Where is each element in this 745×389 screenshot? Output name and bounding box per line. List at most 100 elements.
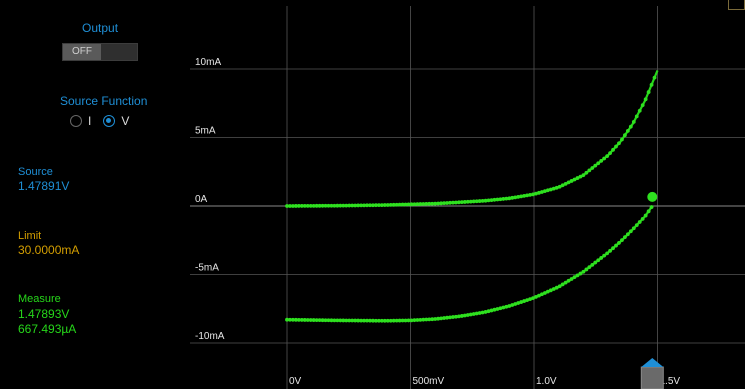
data-point [347, 318, 352, 323]
data-point [486, 309, 491, 314]
data-point [643, 97, 648, 102]
data-point [501, 197, 506, 201]
data-point [513, 195, 518, 200]
y-tick-label: -10mA [195, 331, 225, 342]
x-tick-label: 0V [289, 376, 302, 387]
data-point [439, 316, 444, 321]
data-point [599, 256, 604, 260]
data-point [421, 317, 426, 322]
data-point [299, 318, 304, 322]
data-point [537, 190, 541, 195]
cursor-arrow [641, 358, 664, 367]
data-point [605, 154, 610, 159]
data-point [385, 203, 390, 207]
source-function-title: Source Function [60, 94, 148, 108]
output-toggle-label: OFF [63, 44, 101, 60]
data-point [542, 189, 547, 194]
y-tick-label: -5mA [195, 263, 219, 274]
data-point [560, 282, 565, 287]
source-value: 1.47891V [18, 179, 70, 193]
data-point [326, 203, 331, 208]
data-point [311, 318, 316, 322]
data-point [323, 318, 328, 323]
data-point [371, 318, 375, 323]
data-point [477, 199, 482, 203]
data-point [329, 318, 334, 323]
data-point [631, 226, 636, 231]
data-point [311, 203, 316, 208]
data-point [341, 318, 346, 323]
data-point [646, 209, 651, 214]
limit-label: Limit [18, 230, 42, 242]
data-point [285, 317, 289, 322]
data-point [397, 318, 402, 323]
data-point [471, 312, 476, 316]
x-tick-label: 1.5V [660, 376, 681, 387]
data-point [575, 176, 580, 180]
data-point [542, 291, 547, 295]
data-point [462, 200, 467, 204]
data-point [649, 82, 654, 87]
data-point [634, 223, 639, 228]
data-point [525, 298, 529, 302]
data-point [332, 203, 337, 208]
y-tick-label: 10mA [195, 57, 221, 68]
data-point [323, 203, 328, 208]
data-point [308, 318, 313, 322]
data-point [439, 201, 444, 206]
data-point [483, 198, 488, 203]
data-point [480, 310, 485, 315]
data-point [365, 318, 369, 323]
data-point [433, 317, 438, 321]
current-point [647, 191, 658, 202]
data-point [293, 317, 298, 322]
data-point [554, 285, 559, 290]
data-point [296, 317, 301, 322]
data-point [602, 253, 607, 258]
data-point [445, 201, 449, 205]
data-point [291, 317, 295, 322]
data-point [326, 318, 331, 323]
data-point [528, 297, 532, 302]
data-point [406, 318, 411, 323]
radio-current[interactable] [70, 115, 82, 127]
data-point [614, 243, 618, 248]
data-point [628, 124, 633, 129]
data-point [356, 318, 361, 323]
data-point [400, 318, 405, 323]
data-point [617, 241, 621, 245]
data-point [620, 137, 624, 142]
x-tick-label: 1.0V [536, 376, 557, 387]
data-point [418, 317, 423, 322]
radio-voltage[interactable] [103, 115, 116, 127]
limit-value[interactable]: 30.0000mA [18, 243, 80, 257]
data-point [320, 203, 325, 208]
data-point [427, 317, 432, 322]
data-point [412, 202, 417, 207]
data-point [599, 158, 604, 163]
source-label: Source [18, 166, 53, 178]
source-function-options: I V [70, 113, 129, 129]
data-point [430, 201, 435, 206]
data-point [525, 193, 529, 198]
data-point [617, 141, 621, 146]
data-point [338, 318, 343, 323]
data-point [403, 318, 408, 323]
data-point [436, 201, 441, 206]
data-point [480, 199, 485, 203]
data-point [442, 201, 446, 206]
data-point [631, 120, 636, 124]
data-point [448, 200, 452, 205]
data-point [362, 203, 366, 208]
data-point [353, 318, 358, 323]
data-point [504, 196, 509, 201]
control-panel: Output OFF Source Function I V Source 1.… [0, 0, 190, 389]
data-point [646, 90, 651, 94]
radio-current-label: I [88, 114, 92, 128]
output-toggle[interactable]: OFF [62, 43, 138, 61]
data-point [563, 181, 568, 186]
data-point [359, 203, 363, 208]
data-point [557, 284, 562, 289]
data-point [468, 312, 473, 317]
